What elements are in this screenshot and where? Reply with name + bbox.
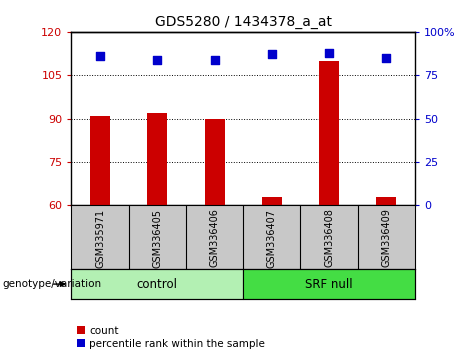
Text: control: control [137,278,178,291]
Bar [205,119,225,205]
Point [96,53,104,59]
Bar [243,269,415,299]
Text: GSM336409: GSM336409 [381,209,391,267]
Text: GSM336407: GSM336407 [267,209,277,268]
Point [268,52,276,57]
Text: genotype/variation: genotype/variation [2,279,101,289]
Point [211,57,218,62]
Bar [71,269,243,299]
Bar [90,116,110,205]
Legend: count, percentile rank within the sample: count, percentile rank within the sample [77,326,265,349]
Bar [376,197,396,205]
Text: GSM336405: GSM336405 [152,209,162,268]
Bar [319,61,339,205]
Point [154,57,161,62]
Point [325,50,333,56]
Text: SRF null: SRF null [305,278,353,291]
Text: GSM336406: GSM336406 [210,209,219,267]
Text: GSM336408: GSM336408 [324,209,334,267]
Title: GDS5280 / 1434378_a_at: GDS5280 / 1434378_a_at [155,16,331,29]
Point [383,55,390,61]
Bar [262,197,282,205]
Text: GSM335971: GSM335971 [95,209,105,268]
Bar [148,113,167,205]
